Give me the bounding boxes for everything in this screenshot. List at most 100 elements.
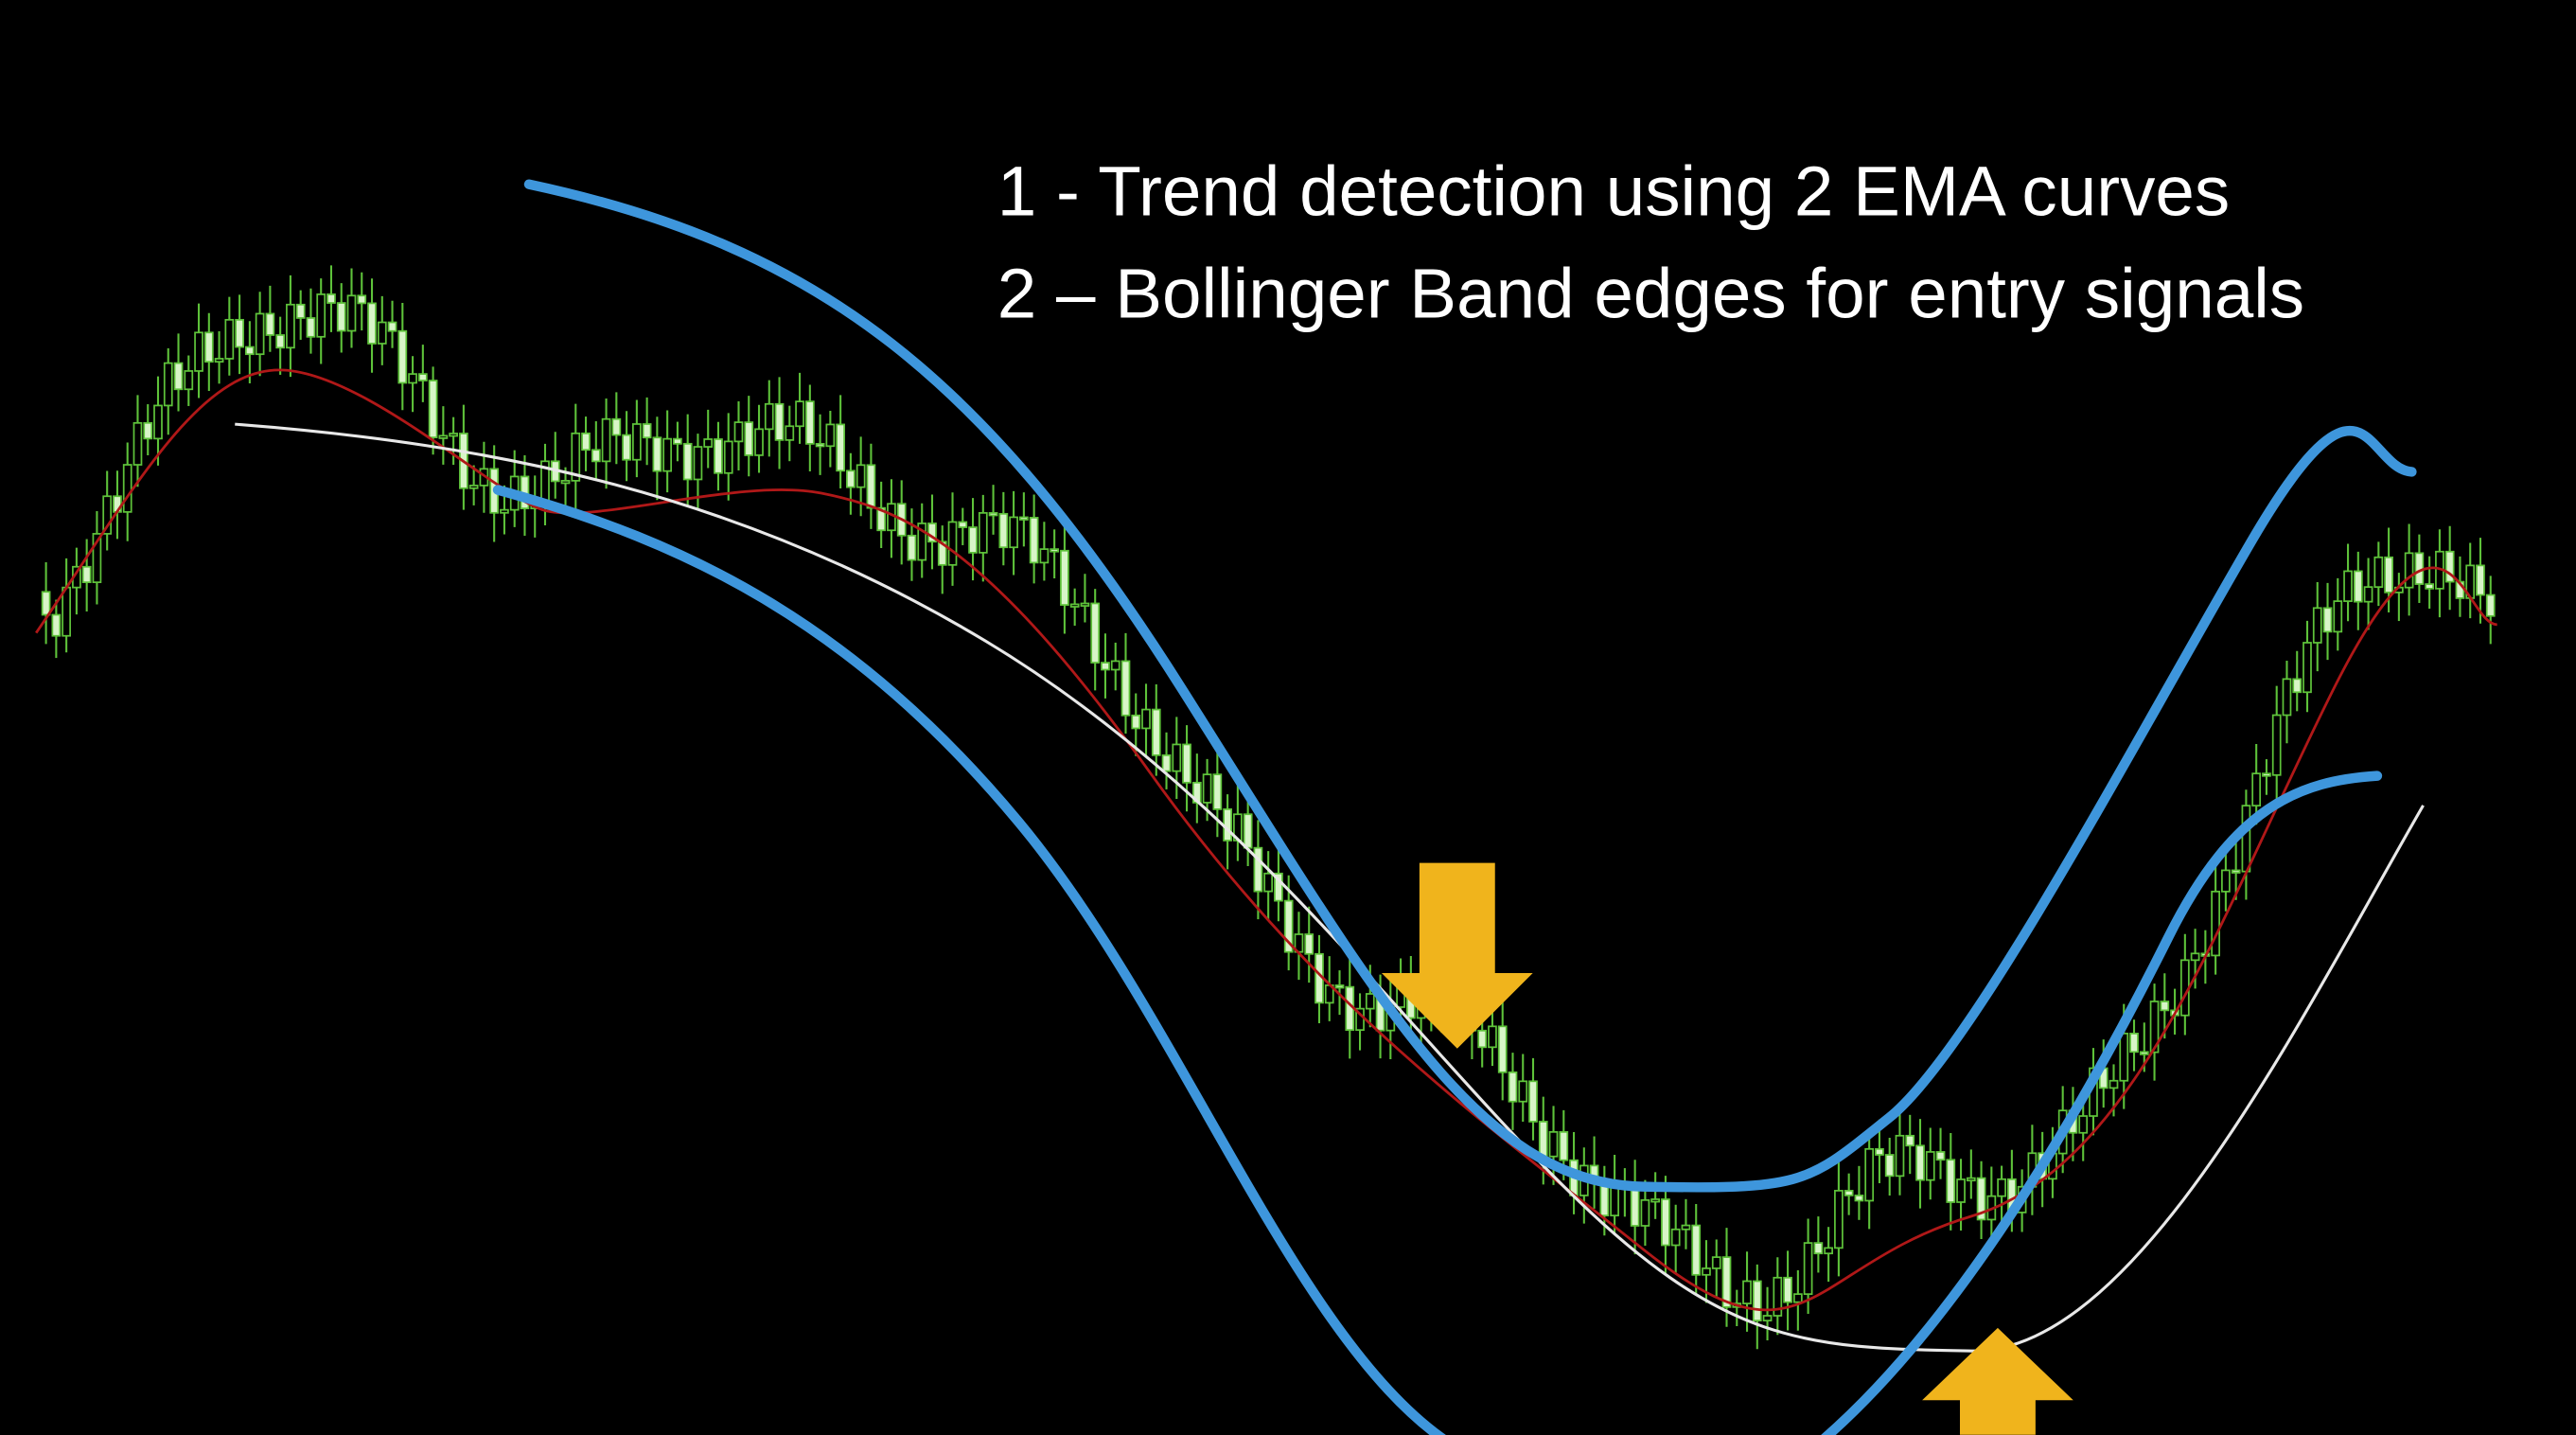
candle-body <box>1661 1198 1670 1247</box>
candle-body <box>1997 1178 2006 1197</box>
candle-body <box>1854 1195 1864 1202</box>
lower-band <box>492 485 1447 1435</box>
candle-body <box>306 317 316 338</box>
candle-body <box>2404 552 2414 589</box>
candle-body <box>804 400 815 445</box>
candle-body <box>1263 872 1274 893</box>
candle-body <box>2190 952 2200 962</box>
candle-body <box>998 512 1009 549</box>
candle-body <box>1976 1177 1986 1221</box>
candle-body <box>2444 550 2455 583</box>
candle-body <box>2322 607 2333 633</box>
candle-body <box>662 437 673 472</box>
candle-body <box>795 400 804 428</box>
candle-body <box>611 417 622 436</box>
candle-body <box>988 512 998 517</box>
slow-ema <box>235 422 2425 1353</box>
candle-body <box>2384 556 2393 593</box>
candle-body <box>774 402 785 441</box>
candle-body <box>937 540 947 566</box>
candle-body <box>2149 1001 2160 1054</box>
candle-body <box>1792 1293 1803 1303</box>
candle-body <box>1131 714 1141 730</box>
candle-body <box>560 480 571 485</box>
candle-body <box>51 613 62 637</box>
candle-body <box>1773 1276 1783 1317</box>
candle-body <box>1528 1080 1538 1123</box>
candle-body <box>1110 660 1120 671</box>
candle-body <box>1640 1198 1650 1227</box>
candle-body <box>866 464 876 509</box>
candle-body <box>2271 714 2282 776</box>
candle-body <box>907 534 917 561</box>
candle-body <box>1711 1256 1721 1269</box>
candle-body <box>2139 1051 2149 1055</box>
candle-body <box>591 449 601 463</box>
candle-body <box>235 318 244 348</box>
candle-body <box>1182 743 1191 784</box>
candle-body <box>642 423 652 439</box>
candle-body <box>1243 813 1253 849</box>
candle-body <box>1497 1025 1508 1073</box>
candle-body <box>255 312 265 356</box>
candle-body <box>2425 583 2435 590</box>
candle-body <box>122 464 132 513</box>
candle-body <box>173 362 184 391</box>
candle-body <box>81 565 92 584</box>
candle-body <box>1018 516 1029 521</box>
candle-body <box>1946 1159 1956 1203</box>
candle-body <box>1009 516 1018 549</box>
candle-body <box>632 423 642 461</box>
candles <box>41 265 2496 1350</box>
candle-body <box>2108 1079 2119 1090</box>
candle-body <box>703 438 714 448</box>
candle-body <box>1069 603 1080 608</box>
candle-body <box>1508 1071 1518 1103</box>
candle-body <box>428 380 438 438</box>
candle-body <box>1283 899 1294 953</box>
candle-body <box>184 370 194 391</box>
fast-ema <box>35 368 2497 1312</box>
candle-body <box>1548 1130 1559 1158</box>
candle-body <box>917 523 927 561</box>
candle-body <box>825 423 836 448</box>
candle-body <box>1141 708 1151 730</box>
candle-body <box>2241 805 2251 873</box>
candle-body <box>336 302 346 332</box>
candle-body <box>387 321 397 332</box>
candle-body <box>1915 1144 1925 1181</box>
candle-body <box>1742 1280 1752 1304</box>
candle-body <box>2221 869 2231 893</box>
candle-body <box>581 432 591 452</box>
candle-body <box>2160 1001 2170 1012</box>
candle-body <box>2078 1115 2089 1134</box>
candle-body <box>102 495 113 535</box>
candle-body <box>764 402 774 431</box>
candle-body <box>265 312 275 336</box>
candle-body <box>417 373 428 381</box>
candle-body <box>1844 1190 1854 1196</box>
candle-body <box>673 437 682 445</box>
candle-body <box>2292 678 2303 694</box>
candle-body <box>194 331 203 372</box>
candle-body <box>2303 642 2312 694</box>
candle-body <box>927 523 937 543</box>
candle-body <box>1029 517 1039 564</box>
candle-body <box>1803 1242 1813 1296</box>
candle-body <box>1101 662 1110 671</box>
candle-body <box>2353 570 2363 603</box>
candle-body <box>346 294 357 332</box>
candle-body <box>1304 933 1314 955</box>
candle-body <box>1824 1247 1833 1255</box>
candle-body <box>978 512 988 554</box>
candle-body <box>1274 872 1283 902</box>
candle-body <box>693 446 703 481</box>
candle-body <box>1334 984 1345 989</box>
candle-body <box>62 586 71 637</box>
candle-body <box>367 302 377 345</box>
candle-body <box>1050 548 1060 553</box>
candle-body <box>163 362 173 407</box>
candle-body <box>733 421 744 443</box>
candle-body <box>1935 1151 1946 1161</box>
candle-body <box>958 521 968 528</box>
